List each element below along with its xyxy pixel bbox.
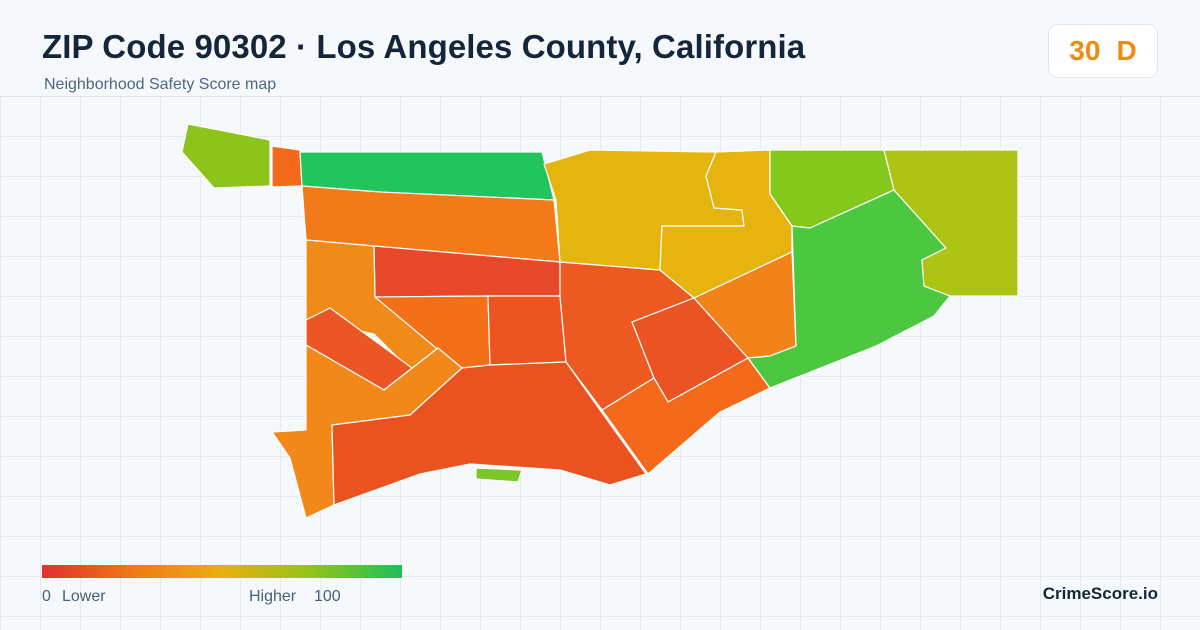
score-badge: 30 D [1048, 24, 1158, 78]
map-region-central-b[interactable] [487, 295, 567, 366]
legend-high-label: Higher [249, 588, 297, 605]
page-subtitle: Neighborhood Safety Score map [44, 76, 277, 93]
legend-gradient-bar [42, 565, 402, 578]
map-region-south-central[interactable] [331, 361, 647, 506]
legend-low-label: Lower [62, 588, 106, 605]
page-title: ZIP Code 90302 · Los Angeles County, Cal… [42, 28, 806, 65]
score-value: 30 [1069, 35, 1101, 66]
map-region-far-east[interactable] [883, 149, 1019, 297]
legend-min-value: 0 [42, 588, 51, 605]
header-divider [0, 96, 1200, 97]
map-region-south-islet[interactable] [475, 467, 523, 483]
legend-max-value: 100 [314, 588, 341, 605]
map-region-nw-island[interactable] [181, 123, 271, 189]
map-region-nw-strip[interactable] [271, 145, 303, 188]
score-grade: D [1116, 35, 1137, 66]
brand-logo-text: CrimeScore.io [1042, 584, 1158, 603]
